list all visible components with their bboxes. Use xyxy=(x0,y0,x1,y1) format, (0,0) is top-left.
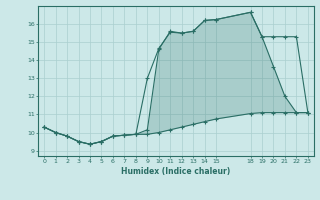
X-axis label: Humidex (Indice chaleur): Humidex (Indice chaleur) xyxy=(121,167,231,176)
